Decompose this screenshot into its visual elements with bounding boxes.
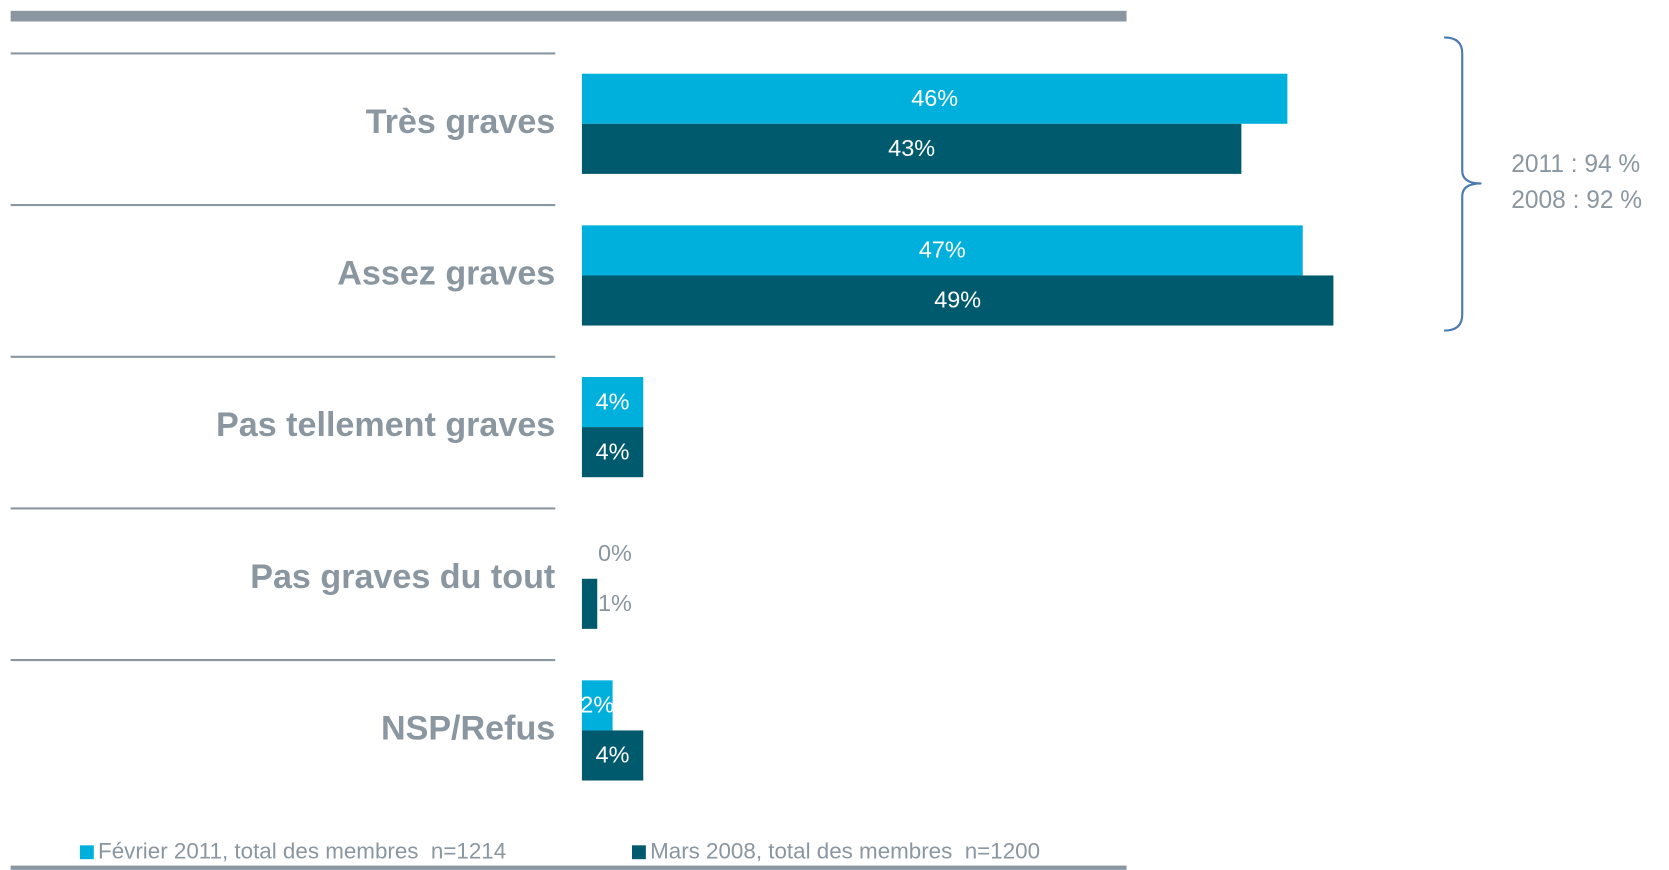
bar	[581, 427, 644, 478]
value-label: 46%	[911, 85, 958, 111]
bar	[581, 377, 644, 428]
legend-label: Février 2011, total des membres n=1214	[98, 839, 506, 864]
bar	[581, 578, 598, 629]
bar	[581, 73, 1288, 124]
category-label: Pas graves du tout	[250, 558, 555, 596]
category-label: Pas tellement graves	[216, 406, 555, 444]
legend-swatch	[79, 845, 94, 860]
value-label: 2%	[580, 692, 614, 718]
category-label: Très graves	[366, 103, 556, 141]
value-label: 4%	[596, 438, 630, 464]
annotation: 2011 : 94 %	[1511, 151, 1640, 178]
value-label: 43%	[888, 135, 935, 161]
category-label: Assez graves	[337, 254, 555, 292]
bar	[581, 225, 1303, 276]
value-label: 1%	[598, 590, 632, 616]
value-label: 4%	[596, 388, 630, 414]
bar	[581, 275, 1334, 326]
legend-label: Mars 2008, total des membres n=1200	[650, 839, 1040, 864]
brace	[1444, 36, 1482, 332]
annotation: 2008 : 92 %	[1511, 187, 1642, 214]
bar	[581, 730, 644, 781]
value-label: 49%	[934, 287, 981, 313]
bar	[581, 123, 1242, 174]
bar	[581, 680, 613, 731]
bottom-rule	[10, 865, 1127, 870]
value-label: 47%	[919, 237, 966, 263]
category-label: NSP/Refus	[381, 709, 555, 747]
value-label: 4%	[596, 742, 630, 768]
top-rule	[10, 10, 1127, 22]
value-label: 0%	[598, 540, 632, 566]
legend-swatch	[632, 845, 646, 860]
